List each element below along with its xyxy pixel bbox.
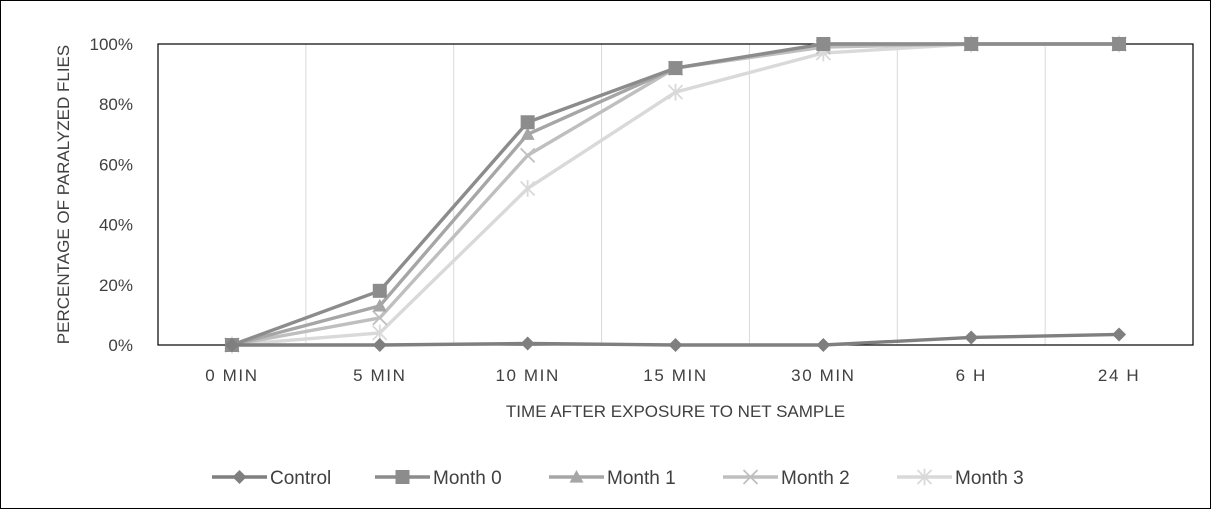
x-tick-label: 5 MIN bbox=[353, 366, 406, 385]
marker-square bbox=[816, 37, 831, 51]
marker-diamond bbox=[372, 338, 387, 352]
x-tick-label: 6 H bbox=[956, 366, 987, 385]
marker-triangle bbox=[569, 470, 584, 483]
legend: Control Month 0 Month 1 Month 2 Month 3 bbox=[212, 468, 1024, 489]
x-tick-label: 30 MIN bbox=[791, 366, 855, 385]
marker-diamond bbox=[964, 330, 979, 345]
x-axis-ticks: 0 MIN 5 MIN 10 MIN 15 MIN 30 MIN 6 H 24 H bbox=[205, 366, 1140, 385]
legend-item: Month 1 bbox=[549, 468, 676, 489]
marker-triangle bbox=[520, 127, 535, 140]
legend-label: Month 1 bbox=[607, 468, 676, 489]
marker-star bbox=[916, 468, 933, 486]
series-month-0 bbox=[224, 37, 1127, 352]
x-tick-label: 10 MIN bbox=[495, 366, 559, 385]
y-tick-label: 0% bbox=[108, 336, 133, 355]
marker-square bbox=[520, 115, 535, 130]
marker-diamond bbox=[232, 470, 247, 484]
series-layer bbox=[224, 35, 1127, 354]
marker-x bbox=[742, 469, 759, 485]
legend-item: Control bbox=[212, 468, 331, 489]
y-axis-ticks: 0% 20% 40% 60% 80% 100% bbox=[90, 35, 133, 355]
marker-square bbox=[395, 470, 410, 484]
marker-diamond bbox=[520, 336, 535, 351]
marker-x bbox=[372, 310, 388, 326]
legend-label: Month 0 bbox=[433, 468, 502, 489]
marker-triangle bbox=[372, 298, 387, 312]
marker-star bbox=[667, 83, 684, 101]
x-axis-title: TIME AFTER EXPOSURE TO NET SAMPLE bbox=[506, 402, 845, 421]
y-axis-title: PERCENTAGE OF PARALYZED FLIES bbox=[54, 45, 73, 344]
marker-diamond bbox=[816, 338, 831, 352]
marker-diamond bbox=[1112, 327, 1127, 342]
y-tick-label: 40% bbox=[99, 216, 133, 235]
legend-item: Month 3 bbox=[897, 468, 1024, 489]
y-tick-label: 20% bbox=[99, 276, 133, 295]
y-tick-label: 100% bbox=[90, 35, 133, 54]
x-tick-label: 24 H bbox=[1098, 366, 1140, 385]
marker-square bbox=[372, 283, 387, 298]
marker-star bbox=[520, 180, 536, 197]
y-tick-label: 60% bbox=[99, 155, 133, 174]
marker-x bbox=[520, 147, 536, 164]
marker-stroke bbox=[520, 147, 536, 164]
legend-item: Month 2 bbox=[723, 468, 850, 489]
series-control bbox=[224, 327, 1127, 352]
legend-label: Control bbox=[270, 468, 331, 489]
y-tick-label: 80% bbox=[99, 95, 133, 114]
marker-stroke bbox=[742, 469, 759, 485]
marker-stroke bbox=[372, 310, 388, 326]
x-tick-label: 15 MIN bbox=[643, 366, 707, 385]
marker-square bbox=[964, 37, 979, 51]
marker-square bbox=[668, 61, 683, 76]
legend-label: Month 3 bbox=[955, 468, 1024, 489]
legend-label: Month 2 bbox=[781, 468, 850, 489]
legend-item: Month 0 bbox=[375, 468, 502, 489]
marker-square bbox=[1112, 37, 1127, 51]
marker-diamond bbox=[668, 338, 683, 352]
x-tick-label: 0 MIN bbox=[205, 366, 258, 385]
marker-diamond bbox=[224, 338, 239, 352]
